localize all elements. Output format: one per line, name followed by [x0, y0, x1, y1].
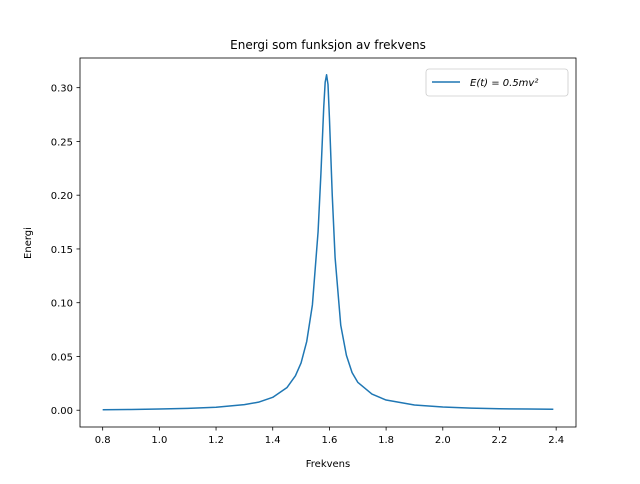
y-axis: 0.00 0.05 0.10 0.15 0.20 0.25 0.30: [51, 84, 80, 417]
x-tick-label: 2.0: [435, 435, 451, 446]
legend-box: [425, 68, 569, 97]
x-axis: 0.8 1.0 1.2 1.4 1.6 1.8 2.0 2.2 2.4: [95, 427, 564, 446]
y-tick-label: 0.15: [51, 245, 73, 256]
y-tick-label: 0.30: [51, 84, 73, 95]
y-tick-label: 0.20: [51, 191, 73, 202]
axes-frame: [79, 57, 577, 428]
x-tick-label: 2.2: [492, 435, 508, 446]
legend: E(t) = 0.5mv²: [425, 68, 569, 97]
x-tick-label: 1.0: [151, 435, 167, 446]
x-tick-label: 1.6: [321, 435, 337, 446]
plot-area: 0.8 1.0 1.2 1.4 1.6 1.8 2.0 2.2 2.4 0.00 0.05 0.10…: [51, 57, 577, 446]
x-tick-label: 2.4: [548, 435, 564, 446]
series-line-0: [102, 74, 554, 411]
x-tick-label: 1.2: [208, 435, 224, 446]
y-axis-label: Energi: [23, 227, 34, 259]
legend-label: E(t) = 0.5mv²: [470, 78, 538, 89]
y-tick-label: 0.10: [51, 299, 73, 310]
y-tick-label: 0.05: [51, 352, 73, 363]
y-tick-label: 0.25: [51, 137, 73, 148]
x-tick-label: 1.8: [378, 435, 394, 446]
y-tick-label: 0.00: [51, 406, 73, 417]
chart-title: Energi som funksjon av frekvens: [230, 38, 426, 52]
x-axis-label: Frekvens: [306, 459, 350, 470]
x-tick-label: 1.4: [265, 435, 281, 446]
x-tick-label: 0.8: [95, 435, 111, 446]
series-layer: [102, 74, 554, 411]
